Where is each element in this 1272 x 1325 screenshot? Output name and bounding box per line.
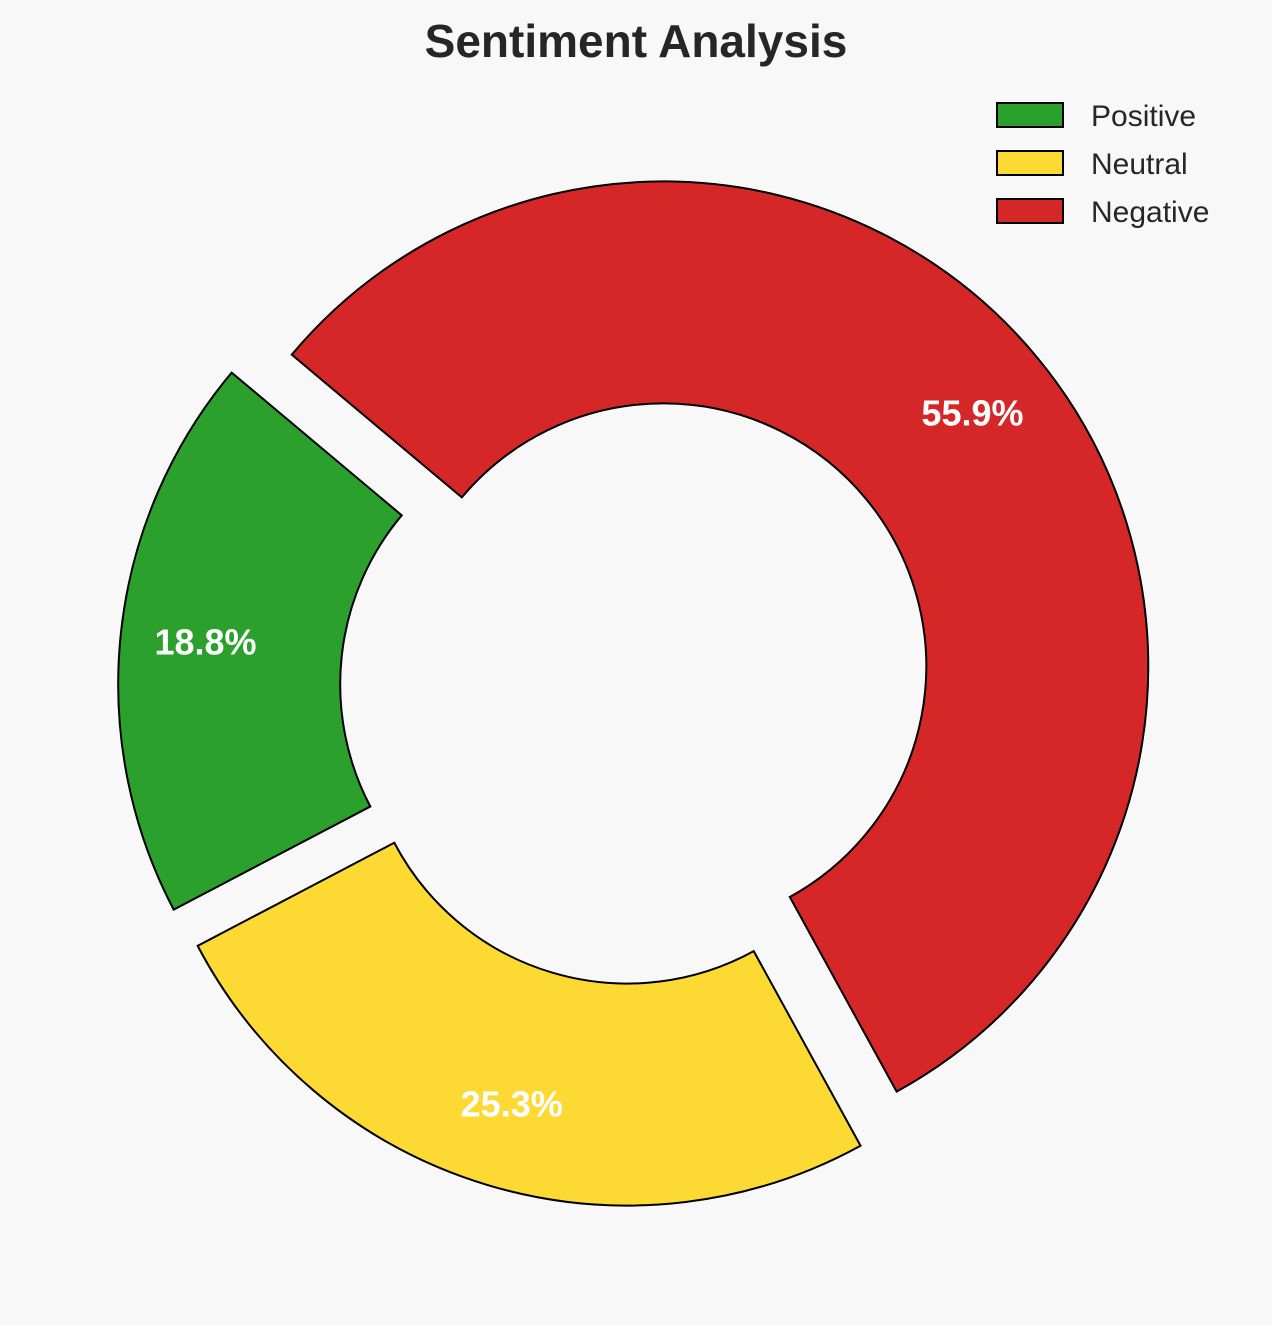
slice-negative: [290, 180, 1150, 1093]
legend-label-negative: Negative: [1091, 196, 1209, 229]
legend: Positive Neutral Negative: [996, 100, 1209, 229]
slice-label-neutral: 25.3%: [461, 1084, 563, 1125]
slices: [117, 180, 1150, 1207]
slice-labels: 18.8% 25.3% 55.9%: [154, 393, 1023, 1125]
legend-swatch-negative: [996, 198, 1064, 224]
legend-swatch-neutral: [996, 150, 1064, 176]
slice-label-positive: 18.8%: [154, 621, 256, 662]
legend-label-neutral: Neutral: [1091, 148, 1188, 181]
legend-label-positive: Positive: [1091, 100, 1196, 133]
legend-swatch-positive: [996, 102, 1064, 128]
chart-title: Sentiment Analysis: [425, 15, 848, 67]
slice-neutral: [196, 841, 862, 1207]
slice-positive: [117, 371, 404, 912]
slice-label-negative: 55.9%: [921, 393, 1023, 434]
